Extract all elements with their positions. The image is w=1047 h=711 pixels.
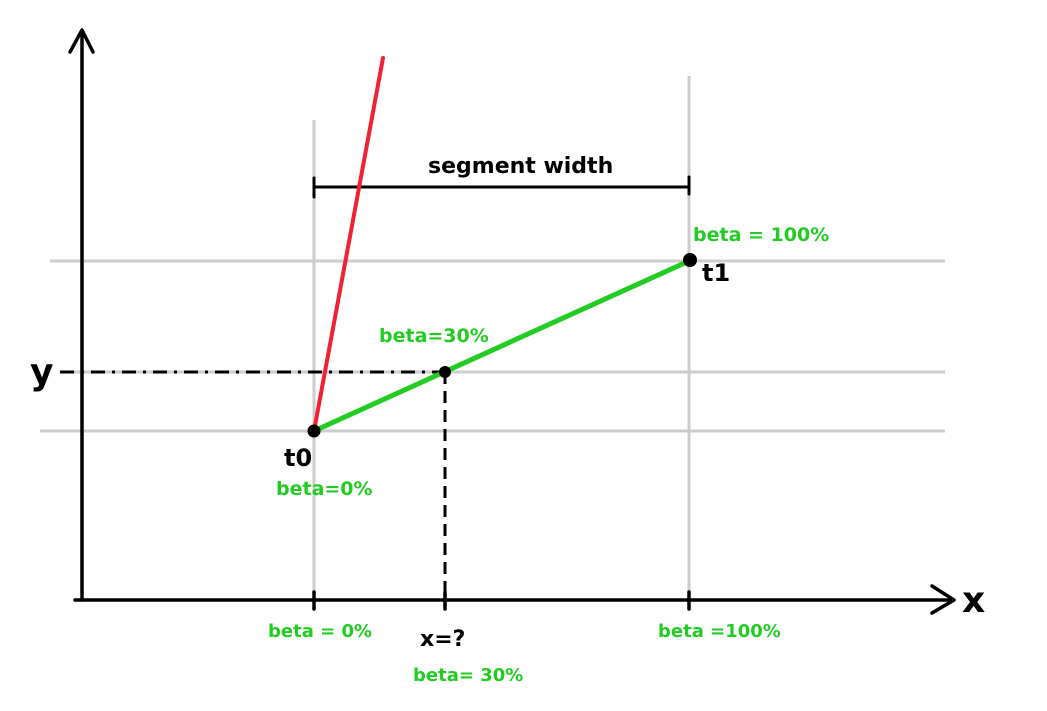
- point-t0: [307, 424, 321, 438]
- x-axis-label: x: [962, 580, 985, 621]
- point-t1: [683, 253, 697, 267]
- y-axis-arrowhead: [68, 28, 95, 54]
- segment-width-bracket: [312, 175, 691, 199]
- t0-beta-label: beta=0%: [276, 478, 373, 500]
- red-line: [312, 56, 385, 433]
- x-axis-arrowhead: [930, 584, 956, 615]
- x-label-query-beta: beta= 30%: [413, 665, 523, 686]
- y-axis-label: y: [30, 352, 53, 393]
- t0-label: t0: [284, 444, 312, 472]
- x-label-start-beta: beta = 0%: [268, 621, 372, 642]
- point-mid: [439, 366, 451, 378]
- t1-label: t1: [702, 259, 730, 287]
- green-segment: [311, 258, 692, 434]
- segment-width-label: segment width: [428, 154, 613, 179]
- axes: [68, 28, 956, 615]
- projection-lines: [60, 370, 447, 596]
- t1-beta-label: beta = 100%: [693, 224, 829, 246]
- mid-beta-label: beta=30%: [379, 325, 489, 347]
- x-label-end-beta: beta =100%: [658, 621, 781, 642]
- x-label-query: x=?: [420, 627, 465, 652]
